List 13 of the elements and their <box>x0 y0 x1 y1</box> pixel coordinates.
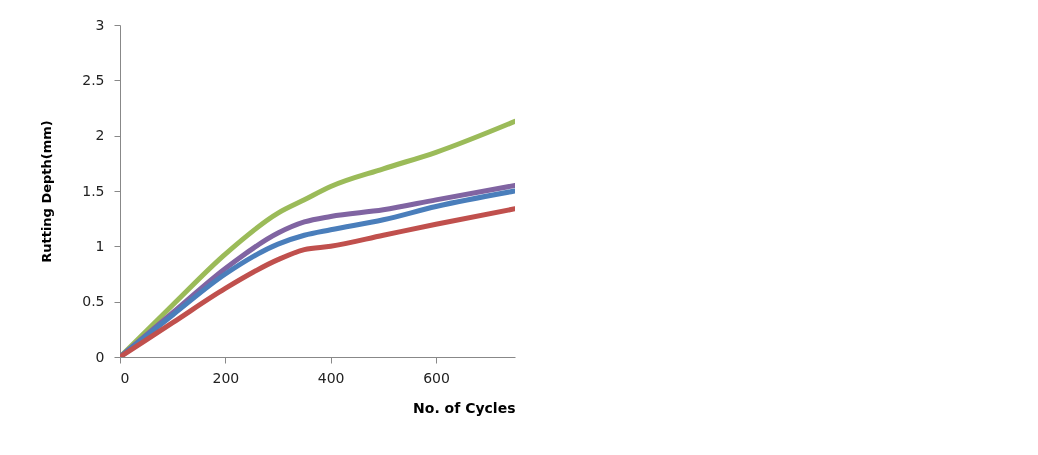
x-axis-title: No. of Cycles <box>413 399 516 416</box>
y-tick-label: 0.5 <box>82 293 105 310</box>
x-tick-label: 400 <box>317 369 345 386</box>
y-axis-title: Rutting Depth(mm) <box>39 120 55 263</box>
y-tick-label: 3 <box>95 16 105 33</box>
x-tick-label: 600 <box>423 369 450 386</box>
x-tick-label: 200 <box>212 369 240 386</box>
y-tick-label: 1.5 <box>82 182 105 199</box>
y-tick-label: 0 <box>95 348 105 365</box>
y-tick-label: 2.5 <box>82 71 105 88</box>
y-tick-label: 2 <box>95 127 105 144</box>
x-tick-label: 0 <box>120 369 130 386</box>
y-tick-label: 1 <box>95 237 105 254</box>
